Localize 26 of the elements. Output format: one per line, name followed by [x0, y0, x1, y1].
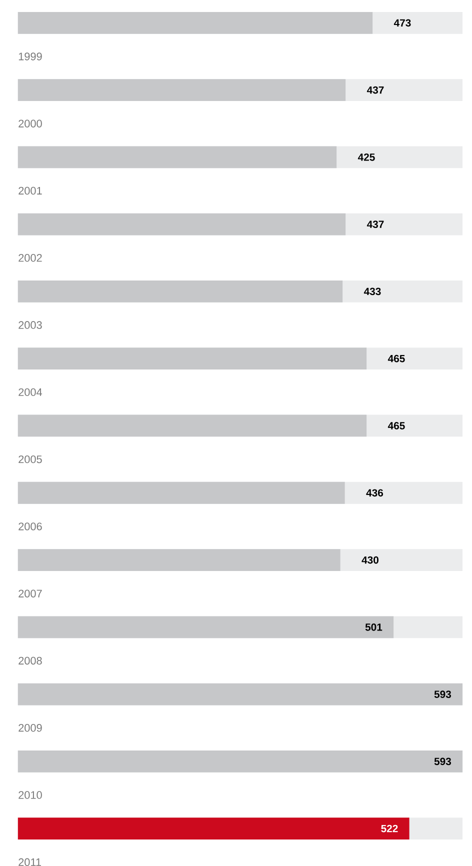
data-label: 501	[365, 623, 382, 631]
data-label: 437	[366, 220, 384, 228]
data-label: 433	[364, 288, 381, 296]
y-tick-label: 2007	[18, 590, 42, 598]
y-tick-label: 2010	[18, 791, 42, 799]
y-tick-label: 2008	[18, 656, 42, 665]
y-tick-label: 2002	[18, 254, 42, 262]
data-label: 430	[361, 556, 378, 564]
y-tick-label: 2004	[18, 388, 42, 396]
y-tick-label: 2003	[18, 321, 42, 329]
y-tick-label: 1999	[18, 52, 42, 60]
data-label: 425	[358, 153, 375, 161]
data-label: 465	[388, 354, 405, 362]
data-label: 522	[380, 824, 398, 832]
data-label: 473	[394, 19, 411, 27]
data-label: 593	[434, 758, 451, 766]
data-label: 593	[434, 690, 451, 698]
y-tick-label: 2005	[18, 455, 42, 464]
y-tick-label: 2001	[18, 186, 42, 195]
y-tick-label: 2006	[18, 522, 42, 530]
data-label: 437	[366, 86, 384, 94]
y-tick-label: 2009	[18, 724, 42, 732]
y-tick-label: 2011	[18, 858, 41, 866]
data-label: 465	[388, 422, 405, 430]
y-tick-label: 2000	[18, 120, 42, 128]
data-label: 436	[366, 489, 383, 497]
